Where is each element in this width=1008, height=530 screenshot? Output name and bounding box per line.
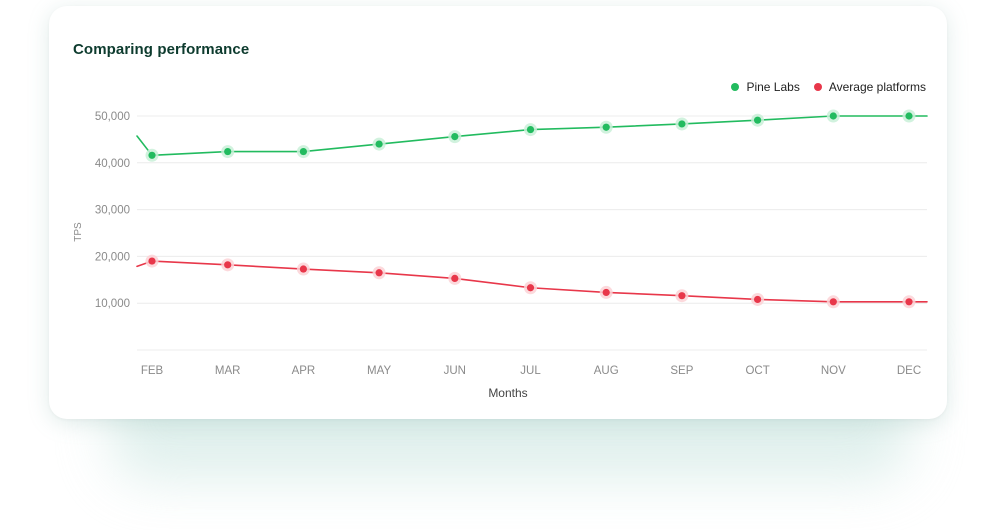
data-point — [678, 120, 686, 128]
data-point — [678, 292, 686, 300]
data-point — [602, 123, 610, 131]
data-point — [754, 116, 762, 124]
legend-dot-pine-labs — [731, 83, 740, 91]
data-point — [224, 147, 232, 156]
data-point — [148, 257, 156, 265]
grid-lines — [137, 115, 927, 351]
data-point — [299, 265, 307, 273]
data-point — [375, 269, 383, 277]
data-point — [602, 288, 610, 297]
x-tick-label: FEB — [141, 365, 164, 377]
series-average-platforms — [136, 254, 928, 309]
x-tick-label: NOV — [821, 365, 846, 377]
x-tick-label: SEP — [670, 365, 693, 377]
data-point — [451, 132, 459, 141]
y-tick-label: 40,000 — [95, 158, 130, 170]
data-point — [829, 298, 837, 306]
chart-title: Comparing performance — [73, 41, 250, 58]
x-axis-title: Months — [488, 386, 527, 400]
data-point — [905, 112, 913, 120]
legend-item-average-platforms[interactable]: Average platforms — [813, 80, 926, 94]
data-point — [905, 298, 913, 306]
x-tick-label: APR — [292, 365, 316, 377]
data-point — [526, 125, 535, 134]
data-point — [299, 147, 307, 156]
x-tick-label: OCT — [745, 365, 769, 377]
y-axis-title: TPS — [73, 222, 84, 242]
legend-item-pine-labs[interactable]: Pine Labs — [731, 80, 800, 94]
chart-legend: Pine Labs Average platforms — [731, 80, 926, 94]
y-tick-label: 30,000 — [95, 205, 130, 217]
x-tick-label: JUN — [444, 365, 466, 377]
data-point — [148, 151, 156, 159]
data-point — [375, 140, 383, 148]
y-tick-label: 20,000 — [95, 251, 130, 263]
data-point — [526, 284, 535, 292]
y-tick-label: 10,000 — [95, 298, 130, 310]
data-point — [829, 112, 837, 120]
y-axis-ticks: 10,000 20,000 30,000 40,000 50,000 — [95, 111, 130, 310]
series-pine-labs — [136, 109, 928, 162]
data-point — [754, 295, 762, 304]
legend-dot-average-platforms — [813, 83, 822, 91]
x-tick-label: MAR — [215, 365, 241, 377]
x-tick-label: AUG — [594, 365, 619, 377]
legend-label-average-platforms: Average platforms — [828, 80, 926, 94]
series-layer — [136, 109, 928, 309]
x-tick-label: JUL — [520, 365, 541, 377]
legend-label-pine-labs: Pine Labs — [746, 80, 800, 94]
y-tick-label: 50,000 — [95, 111, 130, 123]
x-tick-label: DEC — [897, 365, 921, 377]
data-point — [451, 274, 459, 282]
data-point — [224, 261, 232, 269]
x-tick-label: MAY — [367, 365, 391, 377]
x-axis-ticks: FEB MAR APR MAY JUN JUL AUG SEP OCT NOV DEC — [141, 365, 921, 377]
